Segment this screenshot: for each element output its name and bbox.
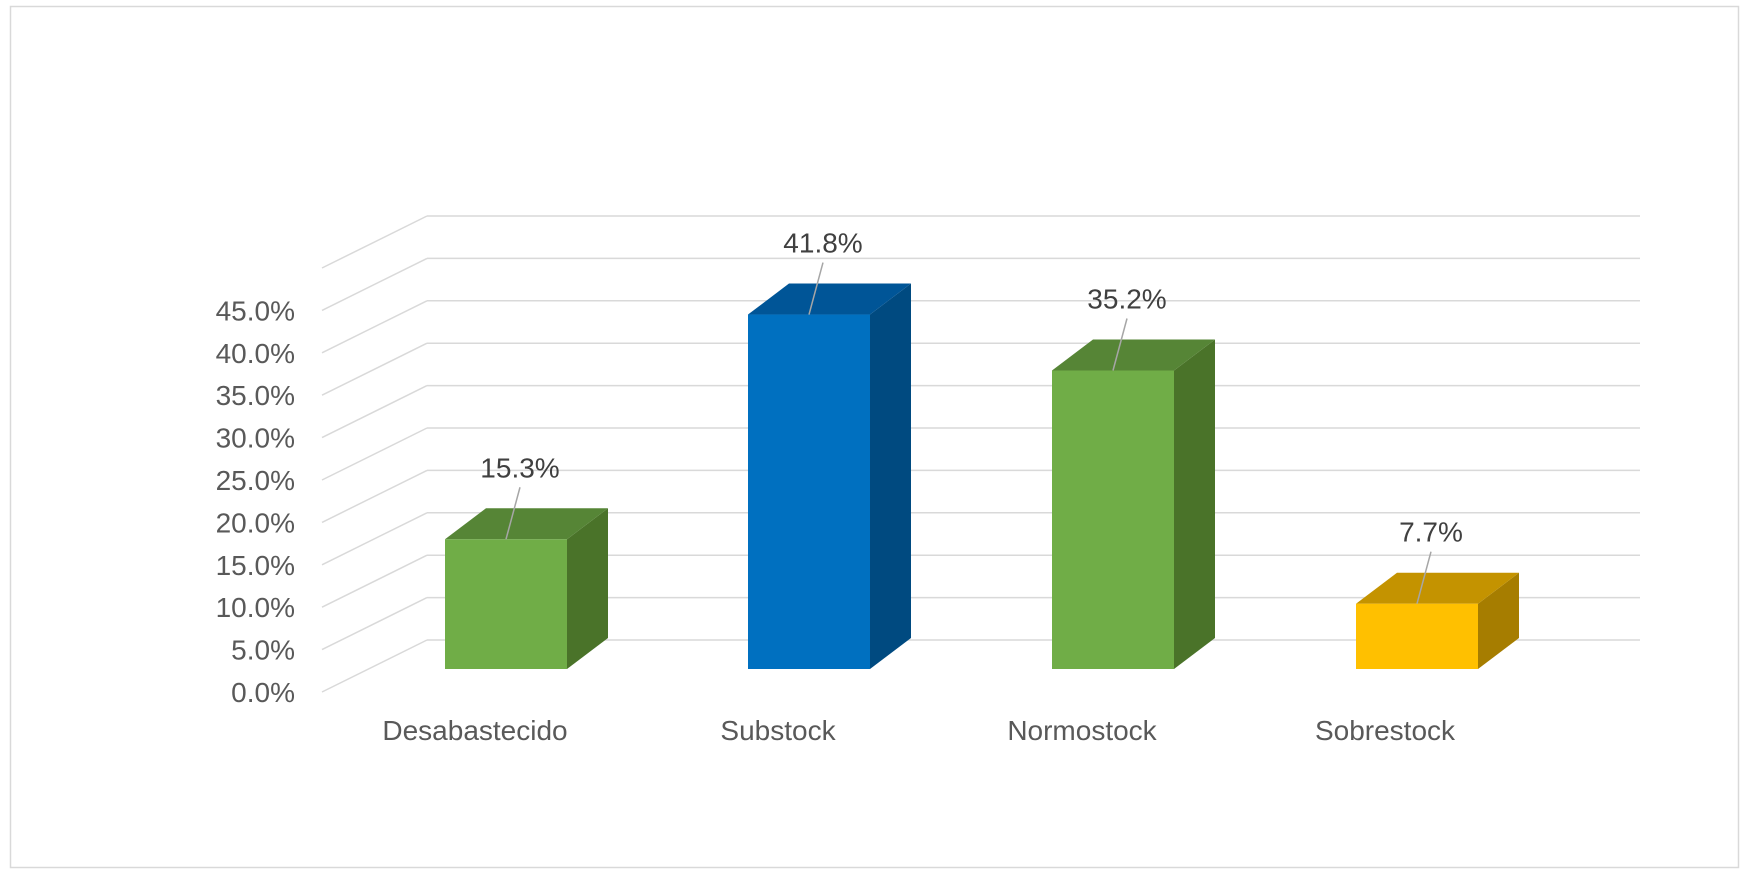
leader-line (1112, 318, 1128, 371)
x-category-label: Desabastecido (382, 715, 567, 746)
x-axis-categories: Desabastecido Substock Normostock Sobrestoc… (382, 715, 1456, 746)
y-axis-ticks: 0.0% 5.0% 10.0% 15.0% 20.0% 25.0% 30.0% 35.0% 40… (216, 295, 295, 708)
gridline-side (321, 596, 428, 651)
bar-front (748, 314, 870, 669)
gridlines (321, 215, 1640, 693)
y-tick-label: 30.0% (216, 423, 295, 454)
gridline-side (321, 342, 428, 396)
bar-top (1052, 339, 1215, 371)
bar-normostock (1052, 339, 1215, 669)
data-label: 41.8% (783, 228, 862, 259)
bar-top (445, 508, 608, 540)
y-tick-label: 5.0% (231, 635, 295, 666)
bar-side (567, 508, 608, 669)
bar-side (1478, 572, 1519, 669)
y-tick-label: 35.0% (216, 380, 295, 411)
gridline-side (321, 639, 428, 693)
bar-front (1052, 370, 1174, 669)
y-tick-label: 20.0% (216, 507, 295, 538)
bar-side (1174, 339, 1215, 669)
gridline-side (321, 427, 428, 481)
bar-front (1356, 603, 1478, 669)
y-tick-label: 40.0% (216, 338, 295, 369)
leader-line (505, 487, 521, 540)
gridline-side (321, 512, 428, 566)
bar-substock (748, 283, 911, 669)
y-tick-label: 15.0% (216, 550, 295, 581)
data-label: 7.7% (1399, 517, 1463, 548)
bar-top (1356, 572, 1519, 604)
data-label: 15.3% (480, 452, 559, 483)
bars (445, 283, 1519, 669)
leader-line (1416, 551, 1432, 604)
gridline-side (321, 300, 428, 354)
bar-top (748, 283, 911, 315)
x-category-label: Substock (720, 715, 836, 746)
y-tick-label: 10.0% (216, 592, 295, 623)
data-label: 35.2% (1087, 284, 1166, 315)
gridline-side (321, 257, 428, 312)
gridline-side (321, 215, 428, 269)
bar-side (870, 283, 911, 669)
bar-front (445, 539, 567, 669)
x-category-label: Normostock (1007, 715, 1157, 746)
data-labels: 15.3% 41.8% 35.2% 7.7% (480, 228, 1463, 604)
gridline-side (321, 384, 428, 439)
x-category-label: Sobrestock (1315, 715, 1456, 746)
leader-line (808, 262, 824, 315)
gridline-side (321, 554, 428, 608)
bar-desabastecido (445, 508, 608, 669)
y-tick-label: 0.0% (231, 677, 295, 708)
y-tick-label: 25.0% (216, 465, 295, 496)
bar-sobrestock (1356, 572, 1519, 669)
gridline-side (321, 469, 428, 524)
y-tick-label: 45.0% (216, 295, 295, 326)
